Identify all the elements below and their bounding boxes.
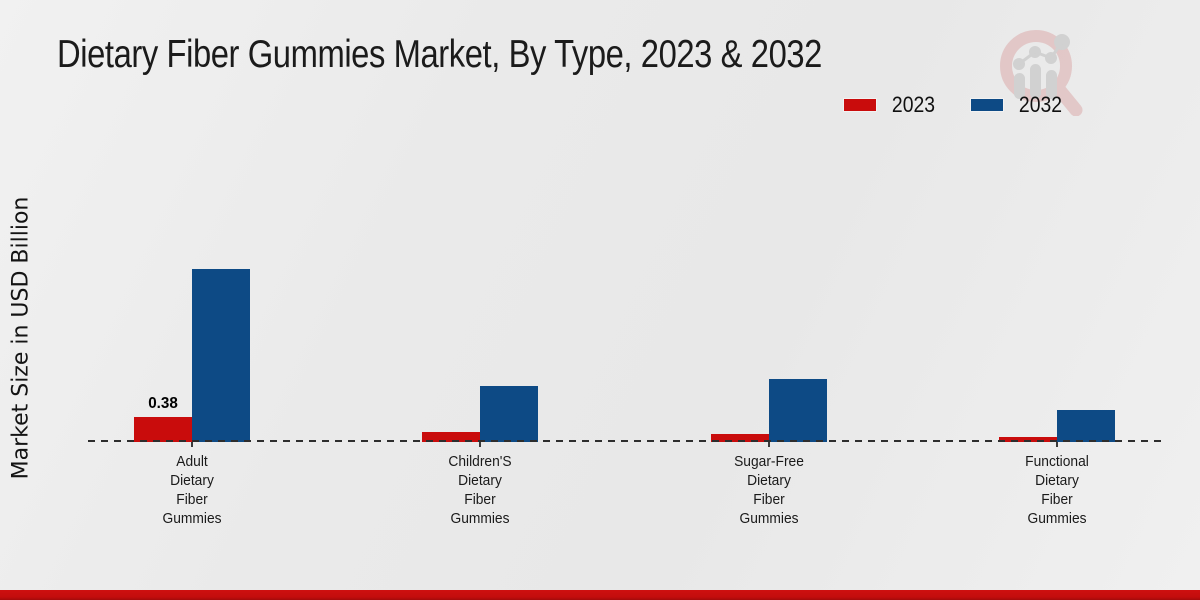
bar-2032-group-4: [1056, 410, 1115, 442]
magnifier-growth-chart-watermark-icon: [1000, 30, 1083, 116]
x-axis-category-label: Children'S Dietary Fiber Gummies: [448, 453, 512, 527]
bar-value-label: 0.38: [148, 395, 178, 413]
x-axis-category-label: Sugar-Free Dietary Fiber Gummies: [733, 453, 804, 527]
x-axis-tick: [767, 442, 770, 447]
bar-2023-group-4: [998, 437, 1057, 442]
x-axis-tick: [1055, 442, 1058, 447]
bar-2032-group-3: [768, 379, 827, 442]
bar-2032-group-1: [192, 269, 250, 442]
bottom-accent-bar: [0, 590, 1200, 600]
x-axis-tick: [191, 442, 193, 447]
legend: 2023 2032: [843, 92, 1065, 118]
legend-label-2023: 2023: [891, 92, 936, 117]
bar-2023-group-3: [710, 434, 769, 442]
legend-item-2023: 2023: [843, 92, 938, 118]
legend-label-2032: 2032: [1018, 92, 1062, 117]
bar-2032-group-2: [480, 385, 539, 442]
legend-swatch-2023: [843, 98, 877, 112]
legend-item-2032: 2032: [969, 92, 1065, 118]
x-axis-tick: [479, 442, 482, 447]
x-axis-category-label: Adult Dietary Fiber Gummies: [162, 453, 222, 527]
chart-title: Dietary Fiber Gummies Market, By Type, 2…: [57, 33, 822, 76]
legend-swatch-2032: [969, 98, 1004, 112]
bar-2023-group-2: [422, 432, 481, 442]
x-axis-baseline: [88, 440, 1164, 442]
bar-2023-group-1: [134, 417, 192, 442]
x-axis-category-label: Functional Dietary Fiber Gummies: [1025, 453, 1089, 527]
